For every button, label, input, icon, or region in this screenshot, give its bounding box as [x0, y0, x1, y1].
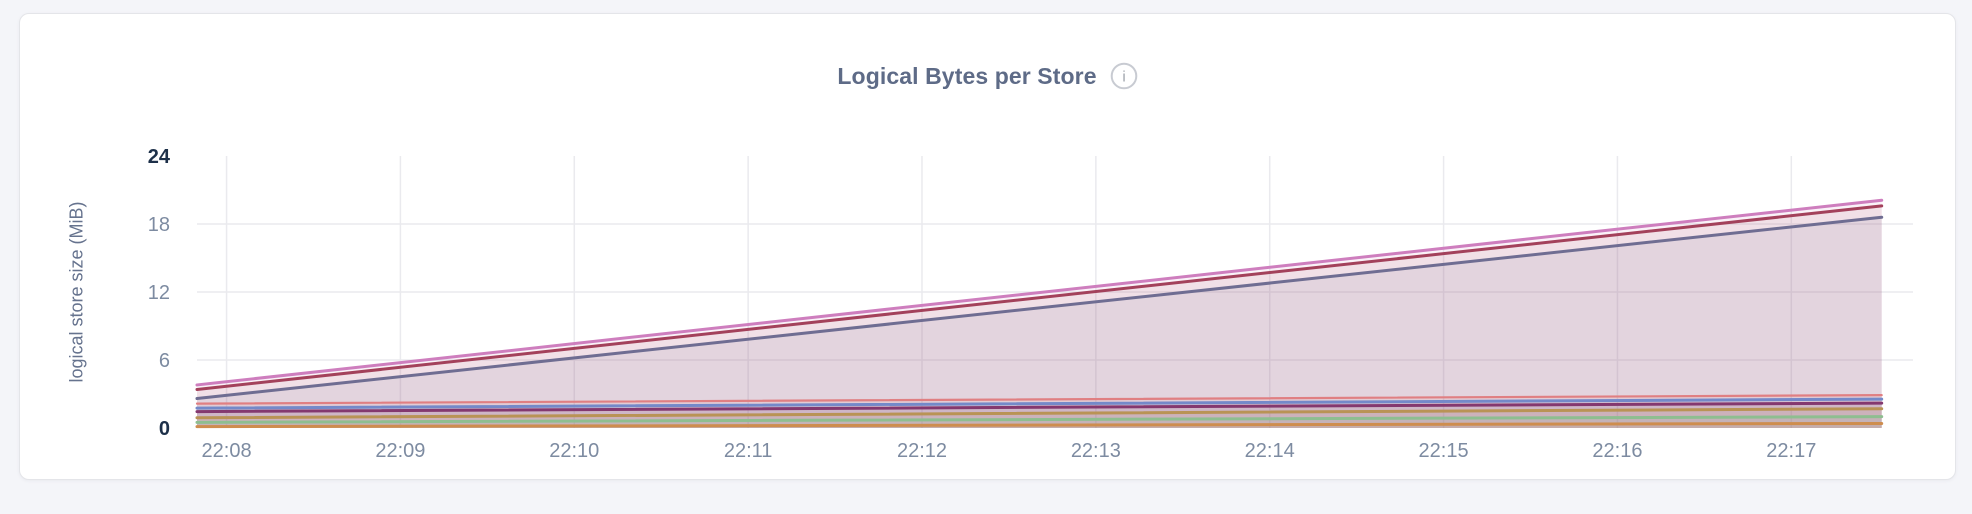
x-tick-label: 22:13	[1071, 440, 1121, 462]
series-line-store-6-plum	[195, 401, 1884, 414]
chart-header: Logical Bytes per Store i	[20, 62, 1955, 90]
chart-card: Logical Bytes per Store i logical store …	[19, 13, 1956, 480]
x-tick-label: 22:12	[897, 440, 947, 462]
x-tick-label: 22:17	[1766, 440, 1816, 462]
series-line-store-2-maroon	[195, 204, 1884, 391]
x-tick-label: 22:09	[375, 440, 425, 462]
series-line-store-1-orchid	[195, 198, 1884, 387]
stacked-area-chart[interactable]: 0 6 12 18 24 22:08 22:09 22:10 22:11 22:12 22:13 22…	[20, 14, 1972, 514]
series-line-store-4-salmon	[195, 394, 1883, 405]
series-line-store-9-orange	[195, 421, 1884, 429]
info-icon[interactable]: i	[1110, 62, 1138, 90]
series-line-store-5-blue	[195, 397, 1884, 410]
x-tick-label: 22:16	[1592, 440, 1642, 462]
series-line-store-3-slate	[195, 215, 1884, 401]
chart-title: Logical Bytes per Store	[837, 62, 1097, 89]
y-tick-label: 0	[159, 418, 170, 440]
series-area-store-3-slate	[197, 217, 1882, 428]
x-tick-label: 22:14	[1245, 440, 1295, 462]
y-tick-label: 6	[159, 350, 170, 372]
svg-text:i: i	[1122, 69, 1125, 86]
y-tick-label: 12	[148, 282, 170, 304]
series-area-store-1-orchid	[197, 200, 1882, 428]
y-tick-label: 18	[148, 214, 170, 236]
series-line-store-8-green	[195, 415, 1884, 424]
series-line-store-7-tan	[195, 407, 1884, 420]
x-tick-label: 22:11	[724, 440, 773, 462]
x-tick-label: 22:10	[549, 440, 599, 462]
x-tick-label: 22:08	[202, 440, 252, 462]
y-tick-label: 24	[148, 146, 171, 168]
x-tick-label: 22:15	[1419, 440, 1469, 462]
